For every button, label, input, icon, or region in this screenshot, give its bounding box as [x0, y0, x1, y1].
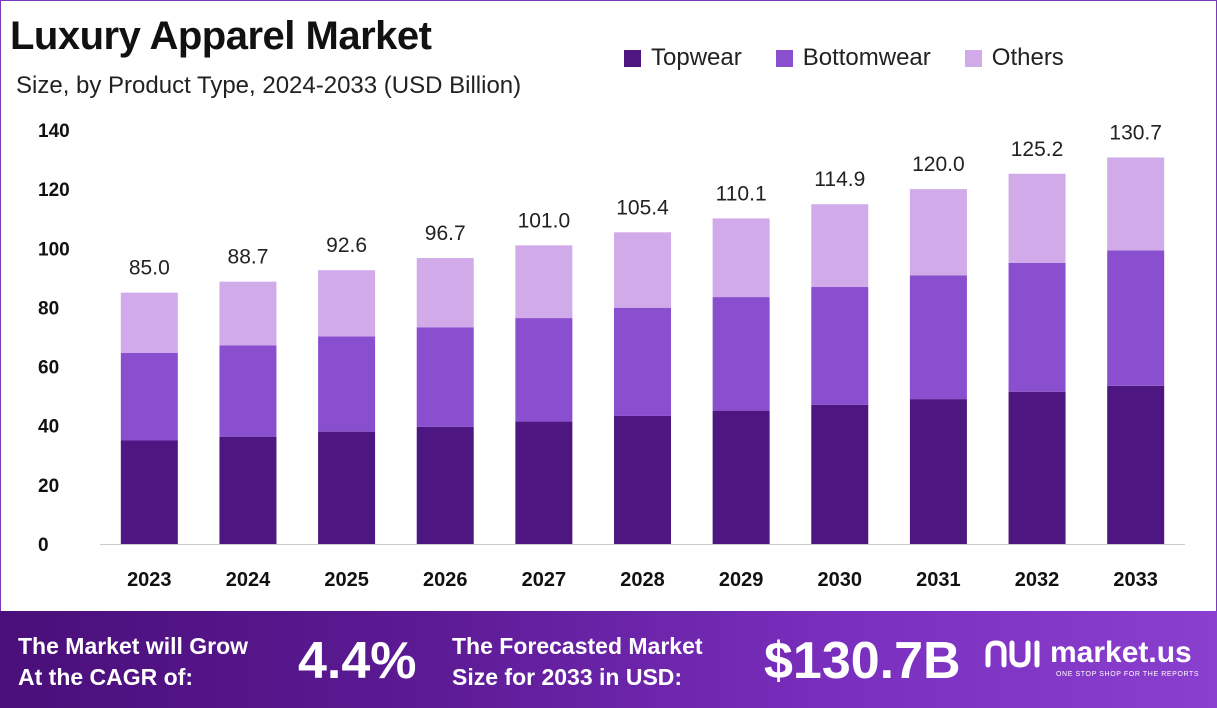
- brand-name: market.us: [1050, 636, 1192, 669]
- y-tick-label-40: 40: [38, 417, 59, 438]
- data-label-total-2030: 114.9: [814, 168, 865, 191]
- data-label-total-2027: 101.0: [518, 209, 571, 232]
- data-label-total-2026: 96.7: [425, 222, 466, 245]
- data-label-total-2024: 88.7: [228, 246, 269, 269]
- chart-title: Luxury Apparel Market: [10, 14, 432, 58]
- legend-label-bottomwear: Bottomwear: [802, 44, 931, 71]
- data-label-total-2025: 92.6: [326, 234, 367, 257]
- market-us-logo-icon: [985, 640, 1040, 668]
- bar-topwear-2027: [515, 421, 573, 544]
- bar-others-2027: [515, 245, 573, 319]
- bar-bottomwear-2033: [1107, 250, 1165, 386]
- x-tick-label-2027: 2027: [522, 569, 567, 591]
- legend-label-others: Others: [991, 44, 1064, 71]
- cagr-caption: The Market will Grow At the CAGR of:: [18, 631, 248, 693]
- data-label-total-2031: 120.0: [912, 153, 965, 176]
- bar-others-2023: [120, 292, 178, 353]
- y-tick-label-120: 120: [38, 180, 70, 201]
- x-tick-label-2026: 2026: [423, 569, 468, 591]
- brand-tagline: ONE STOP SHOP FOR THE REPORTS: [1056, 671, 1200, 678]
- bar-others-2029: [712, 218, 770, 298]
- x-tick-label-2033: 2033: [1113, 569, 1158, 591]
- x-tick-label-2028: 2028: [620, 569, 665, 591]
- x-tick-label-2031: 2031: [916, 569, 961, 591]
- bar-bottomwear-2030: [811, 287, 869, 405]
- y-tick-label-80: 80: [38, 298, 59, 319]
- bar-topwear-2033: [1107, 385, 1165, 544]
- bar-topwear-2032: [1008, 391, 1066, 544]
- legend-swatch-topwear: [624, 49, 641, 67]
- forecast-caption: The Forecasted Market Size for 2033 in U…: [452, 631, 703, 693]
- bar-bottomwear-2026: [416, 327, 474, 427]
- data-label-total-2028: 105.4: [616, 196, 669, 219]
- data-label-total-2029: 110.1: [716, 182, 767, 205]
- x-tick-label-2029: 2029: [719, 569, 764, 591]
- x-tick-label-2024: 2024: [226, 569, 271, 591]
- cagr-value: 4.4%: [298, 632, 417, 690]
- x-tick-label-2030: 2030: [818, 569, 863, 591]
- legend-swatch-bottomwear: [775, 49, 793, 67]
- legend-swatch-others: [964, 49, 982, 67]
- cagr-caption-line1: The Market will Grow: [18, 633, 249, 659]
- legend-item-bottomwear: Bottomwear: [775, 44, 931, 72]
- bar-others-2032: [1008, 173, 1066, 263]
- x-tick-label-2032: 2032: [1015, 569, 1060, 591]
- brand-logo: market.us: [984, 635, 1192, 671]
- y-tick-label-140: 140: [38, 121, 70, 142]
- bar-bottomwear-2024: [219, 345, 277, 437]
- bar-others-2030: [811, 204, 869, 288]
- stacked-bar-chart: 0 20 40 60 80 100 120 140 85.0 2023 88.7 2024 92.6 20…: [38, 121, 1185, 591]
- bar-others-2025: [318, 270, 376, 337]
- forecast-value: $130.7B: [764, 632, 961, 690]
- forecast-caption-line1: The Forecasted Market: [452, 633, 703, 659]
- bar-bottomwear-2023: [120, 352, 178, 441]
- chart-subtitle: Size, by Product Type, 2024-2033 (USD Bi…: [16, 72, 522, 99]
- bar-topwear-2030: [811, 404, 869, 544]
- bar-topwear-2026: [416, 426, 474, 544]
- legend-label-topwear: Topwear: [651, 44, 742, 71]
- bar-bottomwear-2032: [1008, 262, 1066, 392]
- legend-item-topwear: Topwear: [624, 44, 742, 72]
- forecast-caption-line2: Size for 2033 in USD:: [452, 664, 683, 690]
- x-tick-label-2023: 2023: [127, 569, 172, 591]
- y-tick-label-0: 0: [38, 535, 49, 556]
- bar-others-2028: [614, 232, 671, 308]
- legend: Topwear Bottomwear Others: [624, 44, 1098, 72]
- data-label-total-2023: 85.0: [129, 257, 170, 280]
- bar-topwear-2029: [712, 410, 770, 544]
- y-tick-label-100: 100: [38, 239, 70, 260]
- bar-others-2024: [219, 281, 277, 346]
- bar-topwear-2024: [219, 436, 277, 544]
- bar-bottomwear-2025: [318, 336, 376, 432]
- bar-others-2031: [909, 189, 967, 276]
- bar-topwear-2031: [909, 399, 967, 544]
- data-label-total-2033: 130.7: [1109, 122, 1162, 145]
- bar-topwear-2028: [614, 415, 671, 544]
- bar-bottomwear-2031: [909, 275, 967, 400]
- y-tick-label-20: 20: [38, 476, 59, 497]
- bar-others-2033: [1107, 157, 1165, 251]
- bar-topwear-2025: [318, 431, 376, 544]
- cagr-caption-line2: At the CAGR of:: [18, 664, 194, 690]
- summary-banner: The Market will Grow At the CAGR of: 4.4…: [0, 611, 1217, 708]
- y-tick-label-60: 60: [38, 358, 59, 379]
- data-label-total-2032: 125.2: [1011, 138, 1064, 161]
- bar-bottomwear-2028: [614, 307, 671, 416]
- legend-item-others: Others: [964, 44, 1064, 72]
- bar-topwear-2023: [120, 440, 178, 544]
- x-tick-label-2025: 2025: [324, 569, 369, 591]
- bar-others-2026: [416, 258, 474, 328]
- bar-bottomwear-2029: [712, 297, 770, 411]
- bar-bottomwear-2027: [515, 318, 573, 422]
